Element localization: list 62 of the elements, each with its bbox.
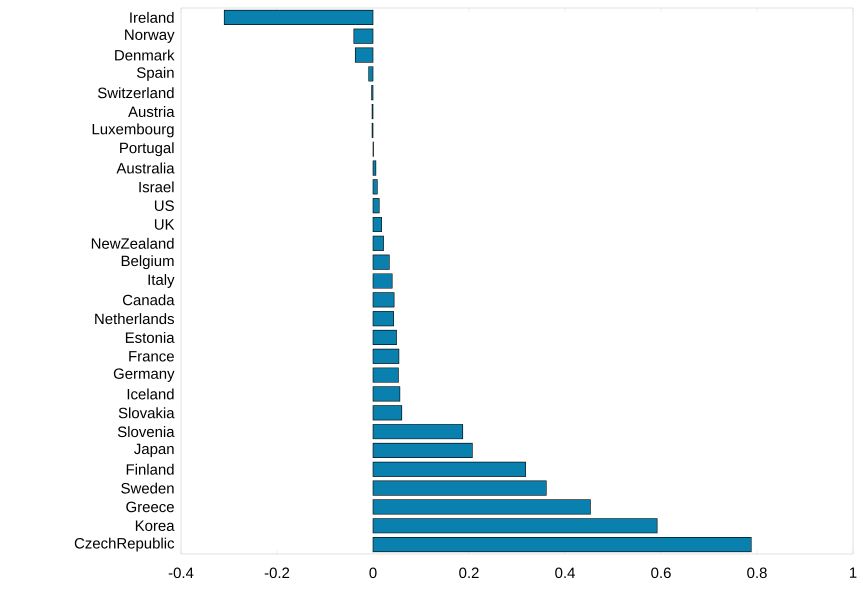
y-tick-label: Spain (137, 66, 174, 81)
bar (372, 518, 658, 534)
y-tick-label: NewZealand (92, 238, 174, 249)
y-tick-label: Korea (136, 520, 175, 531)
bar (368, 66, 374, 82)
bar (372, 273, 393, 289)
bar (372, 499, 591, 514)
bar (372, 292, 394, 308)
y-tick-label: Denmark (115, 50, 175, 61)
bar (372, 424, 464, 440)
x-tick-label: 1 (850, 568, 856, 578)
y-tick-label: Israel (139, 181, 174, 192)
y-tick-label: Iceland (128, 388, 174, 400)
bar (372, 537, 752, 552)
x-tick-label: 0.6 (651, 568, 671, 578)
x-tick-label: 0.2 (459, 568, 479, 578)
y-tick-label: Portugal (120, 142, 174, 156)
y-tick-label: Finland (126, 464, 174, 475)
bar (372, 179, 378, 194)
bar (372, 442, 473, 458)
bar (372, 462, 526, 477)
bar (372, 480, 547, 496)
y-tick-label: Austria (128, 106, 175, 118)
y-tick-label: France (129, 351, 174, 362)
bar (372, 405, 402, 420)
bar (372, 330, 397, 346)
bar (372, 368, 399, 383)
y-tick-label: Luxembourg (92, 123, 174, 138)
bar (372, 216, 382, 232)
y-tick-label: UK (154, 219, 174, 230)
y-tick-label: Slovenia (118, 426, 175, 438)
y-tick-label: Belgium (122, 255, 174, 270)
x-tick-label: 0.8 (747, 568, 767, 578)
y-tick-label: Netherlands (95, 313, 174, 324)
y-tick-label: Norway (125, 30, 175, 43)
y-tick-label: Australia (116, 162, 175, 174)
x-tick-label: 0.4 (555, 568, 575, 578)
bar (372, 311, 394, 326)
y-tick-label: Italy (148, 274, 175, 288)
x-tick-label: 0 (369, 568, 377, 578)
y-tick-label: Ireland (130, 12, 174, 23)
y-tick-label: Germany (114, 368, 175, 382)
bar (372, 160, 376, 176)
bar (224, 10, 374, 25)
bar (372, 254, 390, 270)
bar (372, 236, 384, 251)
y-tick-label: Greece (126, 502, 174, 512)
x-tick-label: -0.2 (264, 568, 290, 578)
x-tick-label: -0.4 (168, 568, 194, 578)
y-tick-label: Estonia (126, 332, 175, 343)
y-tick-label: US (154, 200, 174, 211)
bar (372, 386, 400, 402)
y-tick-label: Sweden (121, 482, 174, 494)
bar (372, 198, 380, 214)
bar (354, 48, 374, 63)
y-tick-label: CzechRepublic (74, 538, 174, 552)
bar (372, 348, 400, 364)
y-tick-label: Japan (134, 444, 174, 458)
y-tick-label: Slovakia (118, 407, 175, 418)
bar (354, 28, 374, 44)
y-tick-label: Switzerland (98, 87, 174, 98)
y-tick-label: Canada (122, 294, 175, 306)
